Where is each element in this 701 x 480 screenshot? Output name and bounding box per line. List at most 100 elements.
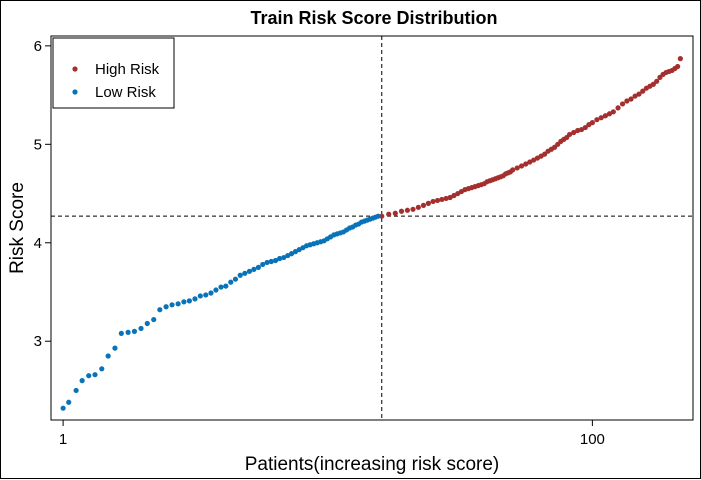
point-high-risk (675, 63, 681, 70)
point-high-risk (589, 120, 595, 126)
point-low-risk (251, 266, 257, 272)
point-low-risk (281, 254, 287, 261)
point-high-risk (410, 206, 416, 212)
legend-label-high-risk: High Risk (95, 61, 160, 78)
data-points (60, 56, 683, 411)
chart-title: Train Risk Score Distribution (250, 8, 497, 28)
point-high-risk (447, 194, 453, 201)
point-high-risk (527, 159, 533, 165)
point-high-risk (514, 165, 520, 171)
point-high-risk (425, 200, 431, 206)
point-low-risk (223, 283, 229, 289)
point-low-risk (112, 345, 118, 351)
point-high-risk (404, 207, 411, 213)
point-low-risk (288, 251, 295, 257)
point-high-risk (598, 115, 604, 121)
point-high-risk (640, 88, 646, 94)
legend-box (52, 37, 175, 109)
x-tick-label: 1 (59, 431, 67, 448)
legend-marker-high-risk (72, 66, 78, 72)
point-high-risk (392, 210, 398, 216)
point-low-risk (237, 272, 243, 278)
point-high-risk (386, 211, 392, 217)
point-high-risk (542, 151, 548, 157)
point-high-risk (398, 208, 405, 214)
point-low-risk (264, 259, 270, 266)
y-axis: 3 4 5 6 (34, 38, 51, 350)
point-high-risk (434, 197, 441, 204)
point-low-risk (144, 320, 150, 327)
point-low-risk (203, 292, 209, 298)
legend-marker-low-risk (72, 89, 78, 95)
point-low-risk (218, 284, 224, 290)
point-high-risk (615, 105, 621, 111)
point-high-risk (619, 101, 626, 107)
point-low-risk (66, 399, 72, 405)
y-tick-label: 5 (34, 136, 42, 153)
point-high-risk (566, 131, 573, 138)
point-low-risk (60, 405, 66, 411)
point-high-risk (654, 78, 660, 84)
point-high-risk (430, 198, 436, 205)
point-low-risk (163, 304, 169, 310)
point-low-risk (277, 255, 283, 262)
plot-area-frame (50, 35, 694, 421)
point-low-risk (255, 264, 262, 270)
point-high-risk (677, 56, 683, 62)
point-high-risk (606, 111, 613, 117)
point-high-risk (632, 93, 638, 99)
point-low-risk (73, 387, 79, 394)
point-low-risk (192, 296, 198, 302)
point-high-risk (602, 113, 609, 119)
point-low-risk (181, 299, 187, 305)
point-low-risk (157, 307, 163, 313)
point-low-risk (151, 316, 157, 323)
point-high-risk (379, 213, 385, 219)
x-tick-label: 100 (580, 431, 605, 448)
point-high-risk (628, 96, 634, 102)
y-tick-label: 6 (34, 38, 42, 55)
point-high-risk (415, 204, 421, 210)
point-high-risk (510, 167, 516, 173)
point-high-risk (439, 196, 445, 203)
y-tick-label: 4 (34, 235, 42, 252)
legend: High Risk Low Risk (52, 37, 175, 109)
point-high-risk (636, 91, 642, 97)
point-high-risk (650, 81, 656, 87)
y-axis-label: Risk Score (7, 182, 28, 274)
point-low-risk (246, 268, 253, 274)
point-low-risk (92, 372, 98, 378)
point-low-risk (375, 213, 381, 219)
point-low-risk (99, 366, 105, 372)
point-high-risk (420, 202, 427, 208)
point-high-risk (571, 129, 577, 136)
point-low-risk (242, 270, 248, 276)
point-low-risk (268, 258, 274, 265)
y-tick-label: 3 (34, 333, 42, 350)
point-low-risk (79, 378, 85, 384)
legend-label-low-risk: Low Risk (95, 84, 156, 101)
point-low-risk (272, 257, 279, 264)
point-high-risk (594, 117, 600, 123)
point-high-risk (624, 98, 630, 104)
point-low-risk (86, 373, 92, 379)
x-axis: 1 100 (59, 420, 605, 448)
x-axis-label: Patients(increasing risk score) (245, 454, 499, 475)
point-low-risk (169, 302, 175, 308)
point-low-risk (232, 276, 239, 282)
point-high-risk (523, 161, 529, 167)
point-high-risk (518, 163, 525, 169)
point-low-risk (285, 252, 291, 259)
point-low-risk (131, 328, 138, 334)
point-low-risk (228, 279, 234, 285)
cutoff-lines (51, 36, 693, 420)
point-high-risk (443, 195, 449, 202)
point-low-risk (213, 287, 219, 293)
point-low-risk (118, 330, 124, 336)
point-low-risk (175, 301, 181, 307)
point-low-risk (208, 290, 214, 296)
point-low-risk (197, 293, 203, 299)
point-low-risk (260, 261, 266, 268)
point-high-risk (582, 124, 588, 131)
